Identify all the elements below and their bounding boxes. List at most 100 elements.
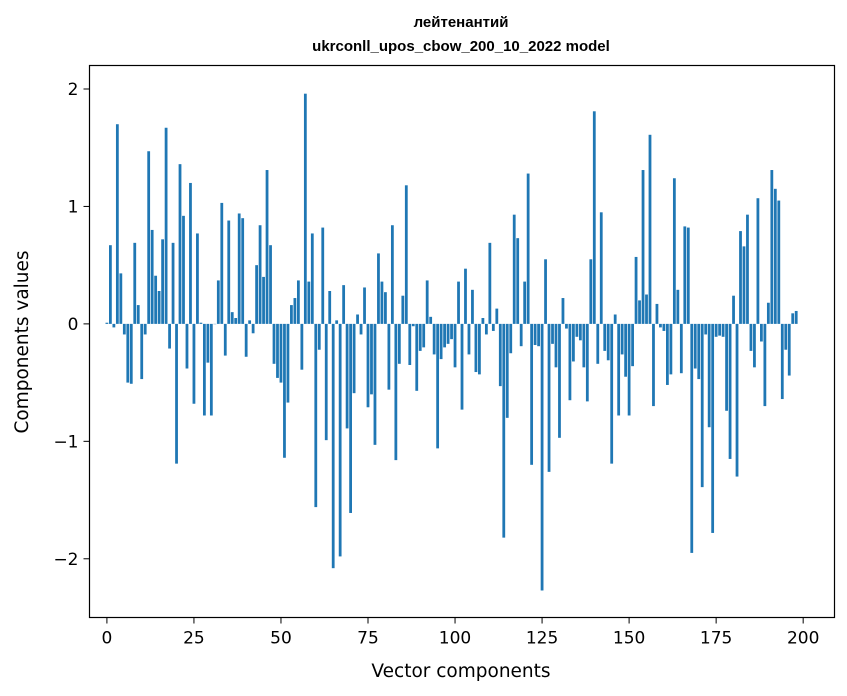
bar-105 <box>471 289 474 324</box>
y-tick-label: 1 <box>68 197 79 217</box>
bar-131 <box>561 298 565 324</box>
bar-92 <box>425 280 429 324</box>
bar-72 <box>356 314 359 324</box>
bar-197 <box>791 313 795 324</box>
bar-24 <box>189 182 192 324</box>
x-axis-label: Vector components <box>371 661 550 682</box>
bar-2 <box>112 323 116 328</box>
bar-104 <box>467 323 471 355</box>
bar-63 <box>324 323 328 441</box>
bar-168 <box>690 323 694 553</box>
bar-137 <box>582 323 586 368</box>
bar-15 <box>157 291 161 324</box>
plot-frame <box>88 64 836 619</box>
bar-0 <box>105 322 109 324</box>
bar-108 <box>481 318 485 324</box>
bar-51 <box>283 323 286 458</box>
bar-173 <box>707 323 711 428</box>
x-tick-label: 25 <box>183 629 205 649</box>
bar-130 <box>558 323 561 438</box>
bar-5 <box>122 323 126 335</box>
bar-35 <box>227 220 231 324</box>
bar-190 <box>766 302 770 324</box>
bar-112 <box>495 308 499 324</box>
bar-180 <box>732 295 735 324</box>
bar-57 <box>303 93 307 324</box>
bar-186 <box>753 323 756 368</box>
bar-152 <box>634 256 638 324</box>
bar-161 <box>666 323 669 385</box>
bar-136 <box>578 323 582 341</box>
bar-45 <box>262 276 265 324</box>
bar-151 <box>631 323 634 367</box>
bar-25 <box>192 323 196 404</box>
bar-94 <box>432 323 436 355</box>
bar-150 <box>627 323 631 416</box>
bar-75 <box>366 323 370 408</box>
bar-41 <box>248 320 252 324</box>
bar-195 <box>784 323 788 350</box>
bar-188 <box>760 323 763 342</box>
bar-162 <box>669 323 673 375</box>
bar-119 <box>519 323 523 347</box>
bar-114 <box>502 323 506 538</box>
bar-129 <box>554 323 558 368</box>
bar-132 <box>565 323 568 329</box>
bar-107 <box>478 323 481 375</box>
bar-28 <box>202 323 206 416</box>
bar-36 <box>230 312 234 324</box>
bar-198 <box>794 310 798 324</box>
bar-11 <box>143 323 147 335</box>
y-tick-label: 0 <box>68 315 79 335</box>
bar-100 <box>453 323 457 368</box>
bar-171 <box>700 323 704 488</box>
bar-143 <box>603 323 607 351</box>
bar-83 <box>394 323 398 461</box>
bar-20 <box>175 323 178 464</box>
bar-133 <box>568 323 572 401</box>
bar-46 <box>265 170 269 324</box>
bar-177 <box>721 323 725 337</box>
bar-172 <box>704 323 708 335</box>
bar-39 <box>241 218 245 324</box>
x-tick-label: 150 <box>613 629 645 649</box>
bar-16 <box>161 239 164 324</box>
bar-52 <box>286 323 290 403</box>
bar-189 <box>763 323 767 407</box>
bar-23 <box>185 323 189 369</box>
bar-142 <box>599 212 603 324</box>
bar-185 <box>749 323 753 351</box>
bar-1 <box>109 245 112 324</box>
bar-155 <box>645 294 648 324</box>
bar-102 <box>460 323 464 410</box>
bar-159 <box>659 323 662 328</box>
bar-8 <box>133 242 137 324</box>
bar-85 <box>401 295 405 324</box>
bar-157 <box>652 323 655 407</box>
bar-192 <box>773 188 777 324</box>
bar-98 <box>446 323 450 344</box>
bar-38 <box>237 213 241 324</box>
bar-101 <box>457 281 460 324</box>
bar-34 <box>223 323 227 356</box>
y-axis-label: Components values <box>12 250 33 433</box>
bar-139 <box>589 259 593 324</box>
bar-118 <box>516 238 520 324</box>
bar-60 <box>314 323 318 508</box>
bar-191 <box>770 170 774 324</box>
bar-62 <box>321 227 325 324</box>
bar-110 <box>488 242 492 324</box>
bar-3 <box>115 124 119 324</box>
bar-90 <box>418 323 422 351</box>
bar-78 <box>377 253 380 324</box>
bar-141 <box>596 323 600 364</box>
bar-109 <box>484 323 488 335</box>
bar-79 <box>380 281 384 324</box>
bar-116 <box>509 323 513 354</box>
bar-88 <box>411 323 415 327</box>
bar-179 <box>728 323 732 459</box>
bar-61 <box>317 323 321 350</box>
bar-176 <box>718 323 722 336</box>
bar-13 <box>150 229 154 324</box>
bar-18 <box>168 323 171 349</box>
